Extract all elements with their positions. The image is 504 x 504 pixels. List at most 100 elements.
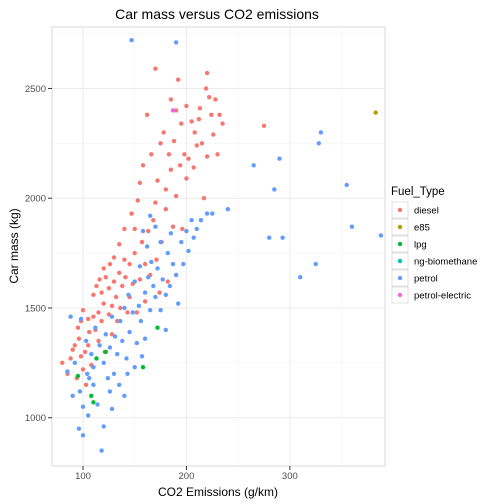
- x-axis-label: CO2 Emissions (g/km): [158, 485, 278, 499]
- legend-swatch-diesel: [397, 207, 403, 213]
- legend-label-ng-biomethane: ng-biomethane: [414, 257, 477, 268]
- point-petrol: [105, 376, 111, 381]
- point-diesel: [217, 112, 222, 118]
- point-petrol: [87, 376, 92, 381]
- point-diesel: [213, 97, 218, 102]
- point-petrol: [129, 38, 134, 43]
- point-petrol: [130, 310, 135, 315]
- point-diesel: [122, 257, 127, 262]
- point-petrol: [272, 187, 277, 192]
- point-diesel: [207, 95, 212, 100]
- point-petrol: [93, 325, 98, 330]
- point-petrol: [313, 261, 318, 267]
- legend-label-e85: e85: [414, 223, 430, 234]
- point-diesel: [186, 156, 191, 161]
- point-diesel: [82, 349, 88, 355]
- point-lpg: [103, 349, 109, 355]
- point-petrol: [120, 338, 125, 344]
- point-diesel: [76, 336, 82, 341]
- point-diesel: [72, 343, 78, 348]
- point-petrol: [86, 413, 91, 418]
- point-diesel: [194, 143, 199, 148]
- point-diesel: [163, 187, 168, 192]
- point-diesel: [91, 292, 96, 297]
- point-petrol: [68, 314, 73, 319]
- point-diesel: [184, 176, 189, 181]
- point-diesel: [184, 103, 189, 109]
- legend-label-lpg: lpg: [414, 240, 427, 251]
- point-diesel: [163, 207, 168, 212]
- point-petrol: [112, 334, 118, 339]
- point-petrol: [267, 235, 272, 240]
- point-diesel: [173, 108, 179, 113]
- point-lpg: [91, 400, 96, 405]
- legend-swatch-ng-biomethane: [397, 258, 403, 264]
- y-tick-label: 2000: [25, 194, 46, 205]
- point-diesel: [144, 112, 150, 118]
- point-diesel: [91, 314, 96, 319]
- point-diesel: [134, 310, 139, 315]
- point-petrol: [148, 213, 153, 218]
- point-petrol: [163, 327, 168, 333]
- point-diesel: [109, 303, 115, 308]
- point-diesel: [78, 354, 84, 359]
- point-petrol: [378, 233, 384, 238]
- point-petrol: [80, 433, 86, 438]
- point-lpg: [89, 393, 94, 398]
- point-petrol: [225, 207, 230, 212]
- point-diesel: [83, 382, 89, 387]
- point-diesel: [220, 121, 225, 126]
- point-diesel: [140, 163, 146, 168]
- point-diesel: [192, 130, 197, 135]
- point-petrol: [109, 314, 115, 319]
- point-diesel: [149, 152, 154, 157]
- point-diesel: [204, 154, 210, 159]
- point-diesel: [173, 193, 179, 199]
- point-petrol: [204, 211, 210, 216]
- point-diesel: [107, 261, 113, 267]
- point-diesel: [86, 343, 91, 348]
- point-petrol: [89, 351, 94, 357]
- point-e85: [373, 110, 378, 115]
- point-diesel: [166, 152, 172, 157]
- point-petrol: [83, 338, 89, 344]
- point-diesel: [106, 312, 112, 317]
- point-petrol: [173, 272, 179, 278]
- point-diesel: [106, 286, 112, 291]
- point-petrol: [95, 402, 100, 407]
- point-diesel: [165, 279, 170, 284]
- point-petrol: [97, 343, 102, 348]
- point-diesel: [80, 308, 86, 313]
- point-petrol: [85, 371, 90, 376]
- point-petrol: [65, 369, 70, 374]
- point-petrol-electric: [170, 108, 176, 113]
- point-diesel: [168, 97, 174, 102]
- point-diesel: [146, 228, 151, 234]
- point-diesel: [86, 316, 91, 322]
- point-petrol: [349, 224, 355, 229]
- point-diesel: [75, 325, 81, 330]
- y-tick-label: 1500: [25, 303, 46, 314]
- legend-swatch-lpg: [397, 241, 403, 247]
- point-petrol: [170, 261, 176, 267]
- point-diesel: [153, 66, 158, 71]
- point-diesel: [215, 152, 220, 157]
- point-petrol: [173, 40, 179, 45]
- point-lpg: [155, 325, 160, 330]
- legend-swatch-petrol: [397, 275, 403, 281]
- legend-label-diesel: diesel: [414, 206, 439, 217]
- point-petrol: [179, 239, 184, 245]
- axis-ticks: 100 200 300 1000 1500 2000 2500: [25, 84, 298, 482]
- point-diesel: [132, 250, 137, 256]
- legend-label-petrol-electric: petrol-electric: [414, 291, 471, 302]
- point-diesel: [182, 152, 187, 157]
- point-diesel: [87, 329, 92, 335]
- y-tick-label: 1000: [25, 413, 46, 424]
- point-petrol: [158, 239, 163, 245]
- point-diesel: [196, 117, 202, 122]
- point-petrol: [184, 228, 189, 234]
- point-diesel: [97, 277, 102, 282]
- point-petrol: [277, 156, 282, 161]
- point-diesel: [137, 277, 143, 282]
- point-diesel: [117, 270, 122, 275]
